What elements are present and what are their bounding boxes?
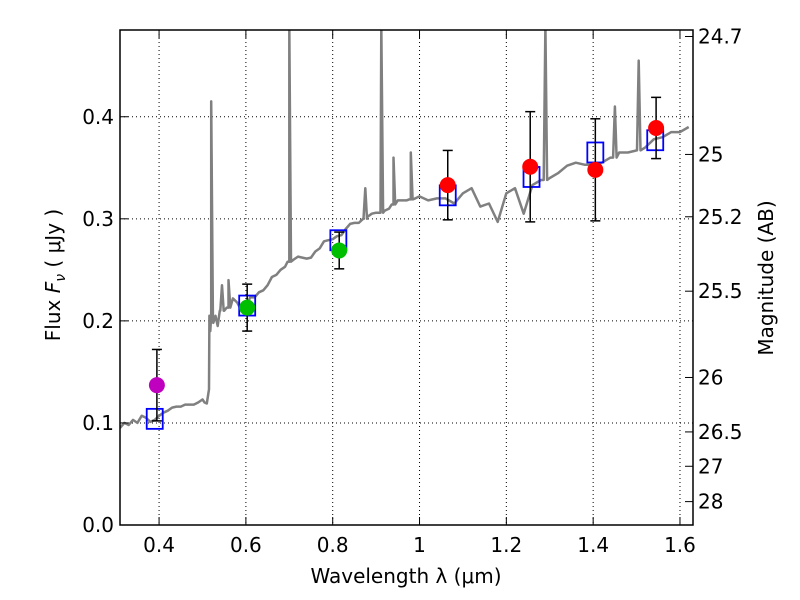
grid (120, 30, 693, 525)
y-tick-label: 0.3 (82, 207, 114, 231)
photometry-point (587, 161, 604, 178)
spectrum-line (120, 30, 690, 429)
right-tick-label: 27 (698, 454, 723, 478)
y-tick-label: 0.1 (82, 411, 114, 435)
photometry-point (522, 158, 539, 175)
model-square-marker (145, 407, 164, 430)
right-tick-label: 25.5 (698, 279, 743, 303)
y-axis-label-symbol: F (41, 281, 65, 293)
x-tick-label: 1.4 (577, 533, 609, 557)
right-axis-label: Magnitude (AB) (754, 200, 778, 355)
photometry-point (439, 177, 456, 194)
plot-frame (119, 29, 694, 526)
photometry-point (239, 299, 256, 316)
y-axis-label-subscript: ν (53, 274, 69, 282)
y-axis-label-unit: ( μJy ) (41, 209, 65, 274)
right-tick-label: 26 (698, 365, 723, 389)
photometry-point (648, 119, 665, 136)
right-tick-label: 25 (698, 142, 723, 166)
y-axis-label-prefix: Flux (41, 293, 65, 341)
y-tick-label: 0.0 (82, 513, 114, 537)
x-tick-label: 0.4 (143, 533, 175, 557)
y-tick-label: 0.2 (82, 309, 114, 333)
photometry-point (148, 377, 165, 394)
x-tick-label: 1.2 (490, 533, 522, 557)
x-tick-label: 0.6 (230, 533, 262, 557)
photometry-point (331, 242, 348, 259)
x-tick-label: 1.6 (664, 533, 696, 557)
right-tick-label: 28 (698, 490, 723, 514)
right-tick-label: 24.7 (698, 25, 743, 49)
axis-ticks: 0.4 0.6 0.8 1 1.2 1.4 1.6 0.0 0.1 0.2 0.3 0.4 24.7 25… (82, 25, 742, 557)
right-tick-label: 26.5 (698, 420, 743, 444)
y-axis-label: Flux Fν ( μJy ) (41, 209, 69, 341)
template-spectrum (120, 30, 690, 429)
x-tick-label: 1 (413, 533, 426, 557)
x-tick-label: 0.8 (317, 533, 349, 557)
y-tick-label: 0.4 (82, 105, 114, 129)
data-markers (145, 96, 665, 430)
right-tick-label: 25.2 (698, 205, 743, 229)
x-axis-label: Wavelength λ (μm) (310, 564, 501, 588)
